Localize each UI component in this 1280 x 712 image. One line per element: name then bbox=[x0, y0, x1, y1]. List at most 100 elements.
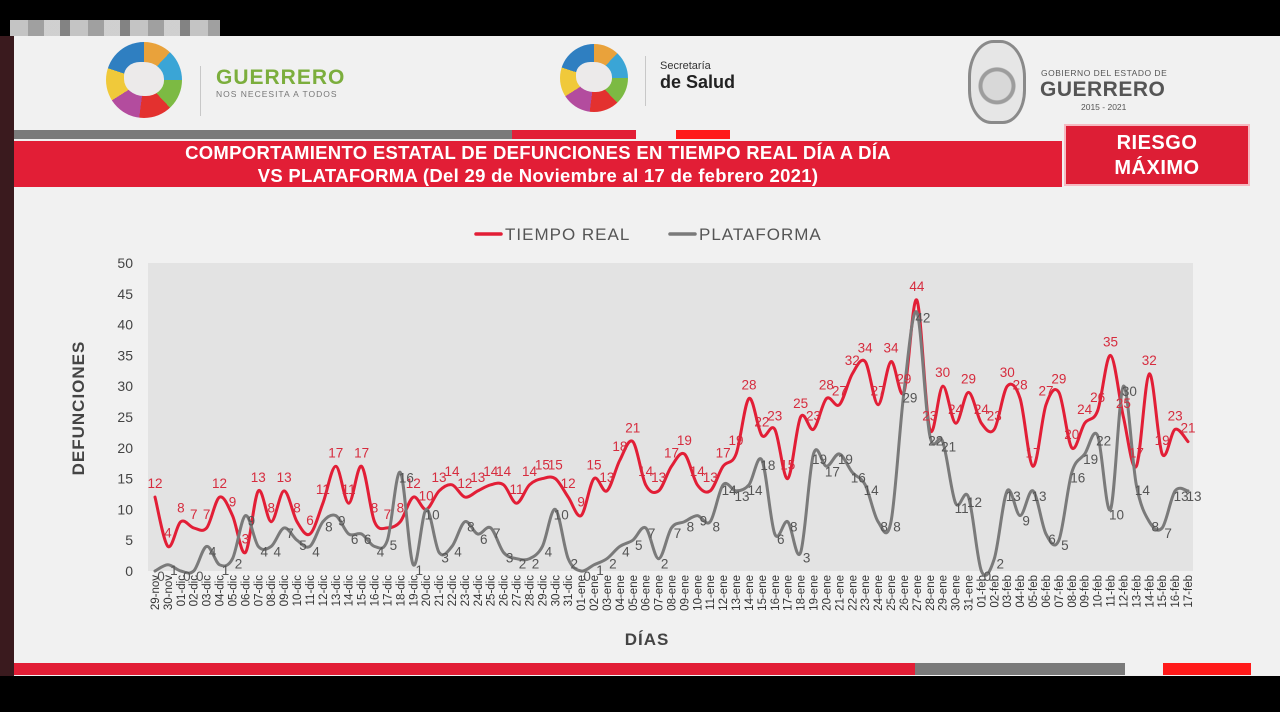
data-label-tiempo-real: 23 bbox=[1168, 408, 1183, 423]
data-label-plataforma: 13 bbox=[1006, 489, 1021, 504]
data-label-plataforma: 6 bbox=[364, 532, 372, 547]
data-label-plataforma: 13 bbox=[1174, 489, 1189, 504]
data-label-tiempo-real: 29 bbox=[896, 371, 911, 386]
data-label-plataforma: 14 bbox=[747, 483, 763, 498]
data-label-plataforma: 1 bbox=[222, 563, 230, 578]
x-tick-label: 09-feb bbox=[1080, 575, 1092, 608]
data-label-plataforma: 2 bbox=[570, 557, 578, 572]
x-tick-label: 09-ene bbox=[679, 575, 691, 611]
x-tick-label: 06-feb bbox=[1041, 575, 1053, 608]
x-tick-label: 12-feb bbox=[1118, 575, 1130, 608]
data-label-tiempo-real: 21 bbox=[625, 421, 640, 436]
data-label-plataforma: 5 bbox=[299, 538, 307, 553]
data-label-tiempo-real: 17 bbox=[354, 445, 369, 460]
data-label-tiempo-real: 18 bbox=[612, 439, 627, 454]
data-label-tiempo-real: 13 bbox=[432, 470, 447, 485]
data-label-plataforma: 4 bbox=[377, 544, 385, 559]
data-label-tiempo-real: 24 bbox=[1077, 402, 1093, 417]
y-tick-label: 50 bbox=[117, 255, 133, 271]
x-tick-label: 12-dic bbox=[318, 575, 330, 607]
risk-label-line1: RIESGO bbox=[1116, 132, 1198, 154]
data-label-plataforma: 9 bbox=[1022, 514, 1030, 529]
data-label-plataforma: 4 bbox=[273, 544, 281, 559]
x-tick-label: 24-ene bbox=[873, 575, 885, 611]
x-tick-label: 14-dic bbox=[344, 575, 356, 607]
guerrero-tagline: NOS NECESITA A TODOS bbox=[216, 89, 338, 99]
data-label-plataforma: 4 bbox=[622, 544, 630, 559]
data-label-tiempo-real: 14 bbox=[690, 464, 706, 479]
x-tick-label: 07-feb bbox=[1054, 575, 1066, 608]
data-label-tiempo-real: 11 bbox=[342, 482, 356, 497]
x-tick-label: 08-ene bbox=[667, 575, 679, 611]
x-tick-label: 04-ene bbox=[615, 575, 627, 611]
salud-label: de Salud bbox=[660, 72, 736, 92]
data-label-tiempo-real: 23 bbox=[922, 408, 937, 423]
title-banner: COMPORTAMIENTO ESTATAL DE DEFUNCIONES EN… bbox=[14, 141, 1062, 187]
data-label-plataforma: 14 bbox=[722, 483, 738, 498]
data-label-plataforma: 4 bbox=[209, 544, 217, 559]
data-label-plataforma: 2 bbox=[997, 557, 1005, 572]
data-label-tiempo-real: 15 bbox=[780, 458, 795, 473]
x-tick-label: 03-dic bbox=[202, 575, 214, 607]
data-label-plataforma: 22 bbox=[1096, 433, 1111, 448]
top-red-bar bbox=[512, 130, 636, 139]
data-label-plataforma: 6 bbox=[351, 532, 359, 547]
data-label-plataforma: 2 bbox=[519, 557, 527, 572]
logo-divider bbox=[200, 66, 201, 116]
data-label-tiempo-real: 9 bbox=[229, 495, 237, 510]
data-label-plataforma: 13 bbox=[1032, 489, 1047, 504]
x-tick-label: 12-ene bbox=[718, 575, 730, 611]
data-label-tiempo-real: 24 bbox=[974, 402, 990, 417]
x-tick-label: 25-ene bbox=[886, 575, 898, 611]
data-label-plataforma: 7 bbox=[674, 526, 682, 541]
data-label-tiempo-real: 20 bbox=[1064, 427, 1079, 442]
data-label-tiempo-real: 25 bbox=[1116, 396, 1131, 411]
data-label-plataforma: 10 bbox=[1109, 507, 1124, 522]
data-label-tiempo-real: 17 bbox=[716, 445, 731, 460]
y-tick-label: 45 bbox=[117, 286, 133, 302]
y-tick-label: 20 bbox=[117, 440, 133, 456]
data-label-tiempo-real: 11 bbox=[510, 482, 524, 497]
x-tick-label: 19-dic bbox=[408, 575, 420, 607]
data-label-tiempo-real: 35 bbox=[1103, 334, 1118, 349]
x-tick-label: 03-feb bbox=[1002, 575, 1014, 608]
salud-divider bbox=[645, 56, 646, 106]
data-label-plataforma: 5 bbox=[635, 538, 643, 553]
screen-bottom-border bbox=[0, 676, 1280, 712]
x-tick-label: 13-ene bbox=[731, 575, 743, 611]
data-label-tiempo-real: 17 bbox=[664, 445, 679, 460]
x-tick-label: 17-feb bbox=[1183, 575, 1195, 608]
data-label-tiempo-real: 30 bbox=[935, 365, 950, 380]
x-tick-label: 17-ene bbox=[783, 575, 795, 611]
x-tick-label: 02-feb bbox=[989, 575, 1001, 608]
top-gray-bar bbox=[14, 130, 512, 139]
data-label-tiempo-real: 14 bbox=[638, 464, 654, 479]
data-label-tiempo-real: 28 bbox=[741, 378, 756, 393]
x-tick-label: 02-dic bbox=[189, 575, 201, 607]
data-label-plataforma: 4 bbox=[312, 544, 320, 559]
series-line-tiempo-real bbox=[153, 298, 1190, 555]
data-label-tiempo-real: 13 bbox=[651, 470, 666, 485]
x-tick-label: 21-ene bbox=[834, 575, 846, 611]
data-label-plataforma: 6 bbox=[1048, 532, 1056, 547]
data-label-plataforma: 7 bbox=[286, 526, 294, 541]
data-label-tiempo-real: 25 bbox=[793, 396, 808, 411]
data-label-tiempo-real: 12 bbox=[561, 476, 576, 491]
x-tick-label: 13-dic bbox=[331, 575, 343, 607]
secretaria-label: Secretaría bbox=[660, 60, 711, 72]
data-label-plataforma: 16 bbox=[399, 470, 414, 485]
data-label-tiempo-real: 28 bbox=[819, 378, 834, 393]
data-label-plataforma: 6 bbox=[480, 532, 488, 547]
data-label-plataforma: 29 bbox=[902, 390, 917, 405]
data-label-tiempo-real: 17 bbox=[328, 445, 343, 460]
x-tick-label: 18-dic bbox=[395, 575, 407, 607]
data-label-plataforma: 7 bbox=[648, 526, 656, 541]
x-tick-label: 29-ene bbox=[938, 575, 950, 611]
data-label-tiempo-real: 6 bbox=[306, 513, 314, 528]
data-label-plataforma: 0 bbox=[157, 569, 165, 584]
data-label-tiempo-real: 19 bbox=[1155, 433, 1170, 448]
risk-label-line2: MÁXIMO bbox=[1114, 157, 1200, 179]
x-tick-label: 11-feb bbox=[1106, 575, 1118, 607]
y-tick-label: 35 bbox=[117, 347, 133, 363]
data-label-plataforma: 2 bbox=[609, 557, 617, 572]
